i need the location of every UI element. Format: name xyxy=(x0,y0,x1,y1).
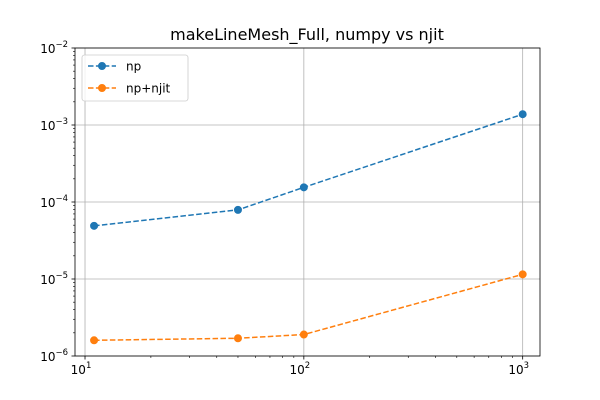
y-tick-base: 10 xyxy=(40,196,55,210)
data-point xyxy=(518,270,527,279)
x-tick-label: 101 xyxy=(71,361,92,377)
legend-label: np xyxy=(126,60,141,74)
series-line xyxy=(94,273,523,342)
y-tick-base: 10 xyxy=(40,273,55,287)
x-tick-label: 102 xyxy=(289,361,310,377)
chart-title: makeLineMesh_Full, numpy vs njit xyxy=(170,25,444,45)
y-tick-label: 10−2 xyxy=(40,40,68,56)
series-line xyxy=(93,113,523,227)
data-point xyxy=(90,221,99,230)
x-tick-label: 103 xyxy=(508,361,529,377)
data-point xyxy=(90,336,99,345)
x-tick-base: 10 xyxy=(289,363,304,377)
series-1 xyxy=(90,270,527,345)
y-tick-label: 10−4 xyxy=(40,194,68,210)
y-tick-exponent: −2 xyxy=(55,40,68,50)
y-tick-base: 10 xyxy=(40,42,55,56)
x-tick-base: 10 xyxy=(71,363,86,377)
y-tick-label: 10−5 xyxy=(40,271,68,287)
data-point xyxy=(518,110,527,119)
y-tick-base: 10 xyxy=(40,119,55,133)
x-tick-exponent: 3 xyxy=(524,361,529,371)
x-tick-exponent: 1 xyxy=(86,361,91,371)
y-tick-exponent: −4 xyxy=(55,194,68,204)
y-tick-label: 10−6 xyxy=(40,348,68,364)
legend-marker xyxy=(98,62,106,70)
data-point xyxy=(233,205,242,214)
x-tick-base: 10 xyxy=(508,363,523,377)
data-point xyxy=(299,330,308,339)
series-0 xyxy=(90,110,527,230)
y-tick-label: 10−3 xyxy=(40,117,68,133)
legend: np np+njit xyxy=(81,54,189,102)
legend-entry: np xyxy=(88,60,141,74)
legend-entry: np+njit xyxy=(88,82,171,96)
y-tick-exponent: −6 xyxy=(55,348,68,358)
x-tick-exponent: 2 xyxy=(305,361,310,371)
data-point xyxy=(299,183,308,192)
data-point xyxy=(233,334,242,343)
legend-marker xyxy=(98,84,106,92)
legend-label: np+njit xyxy=(126,82,171,96)
y-tick-exponent: −3 xyxy=(55,117,68,127)
y-tick-base: 10 xyxy=(40,350,55,364)
plot-series xyxy=(90,110,527,345)
y-tick-exponent: −5 xyxy=(55,271,68,281)
